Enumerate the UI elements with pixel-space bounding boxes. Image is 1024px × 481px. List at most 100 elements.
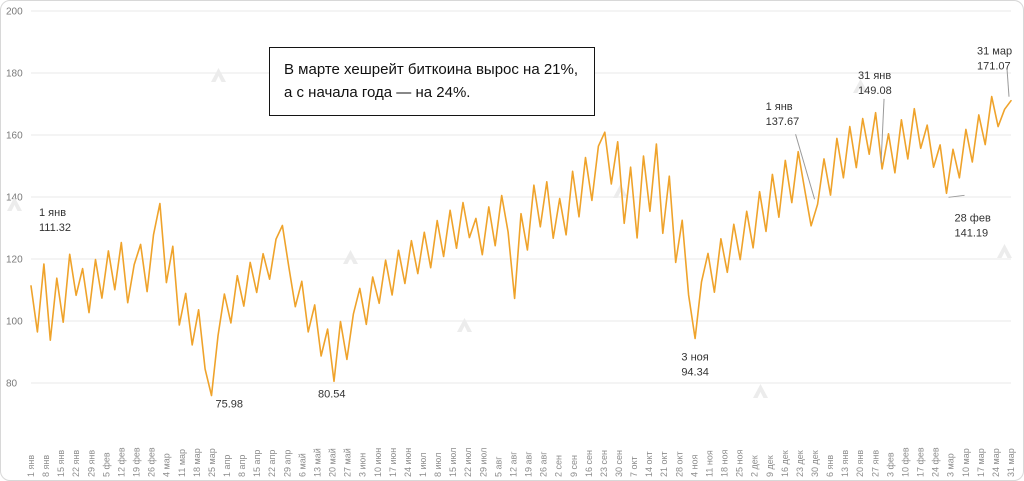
x-axis-tick-label: 1 янв <box>26 455 36 477</box>
x-axis-tick-label: 27 янв <box>870 450 880 477</box>
annotation-box: В марте хешрейт биткоина вырос на 21%, а… <box>269 47 595 116</box>
annotation-leader-line <box>1006 68 1010 97</box>
y-axis-tick-label: 180 <box>6 69 23 80</box>
x-axis-tick-label: 21 окт <box>659 451 669 477</box>
annotation-value-label: 111.32 <box>39 222 71 234</box>
annotation-leader-line <box>795 134 816 200</box>
x-axis-tick-label: 20 май <box>328 448 338 477</box>
x-axis-tick-label: 26 авг <box>539 451 549 477</box>
x-axis-tick-label: 3 фев <box>885 452 895 477</box>
annotation-date-label: 1 янв <box>39 207 66 219</box>
x-axis-tick-label: 15 апр <box>252 450 262 477</box>
x-axis-tick-label: 12 авг <box>508 451 518 477</box>
x-axis-tick-label: 29 апр <box>282 450 292 477</box>
x-axis-tick-label: 2 дек <box>750 455 760 477</box>
annotation-value-label: 75.98 <box>216 398 244 410</box>
annotation-date-label: 1 янв <box>766 101 793 113</box>
x-axis-tick-label: 27 май <box>343 448 353 477</box>
x-axis-tick-label: 23 дек <box>795 450 805 477</box>
x-axis-tick-label: 4 мар <box>162 453 172 477</box>
annotation-value-label: 149.08 <box>858 85 892 97</box>
y-axis-tick-label: 200 <box>6 7 23 18</box>
x-axis-tick-label: 11 ноя <box>704 450 714 477</box>
x-axis-tick-label: 24 мар <box>991 448 1001 477</box>
annotation-value-label: 141.19 <box>955 227 989 239</box>
annotation-leader-line <box>948 194 965 198</box>
x-axis-tick-label: 16 сен <box>584 450 594 477</box>
x-axis-tick-label: 17 июн <box>388 448 398 477</box>
x-axis-tick-label: 8 апр <box>237 455 247 477</box>
x-axis-tick-label: 9 сен <box>569 455 579 477</box>
y-axis-tick-label: 120 <box>6 255 23 266</box>
x-axis-tick-label: 1 июл <box>418 453 428 477</box>
annotation-text: В марте хешрейт биткоина вырос на 21%, а… <box>284 61 579 101</box>
watermark-logo-icon <box>753 384 768 398</box>
x-axis-tick-label: 31 мар <box>1006 448 1016 477</box>
watermark-logo-icon <box>211 68 226 82</box>
annotation-date-label: 31 мар <box>977 46 1012 58</box>
x-axis-tick-label: 19 фев <box>132 447 142 477</box>
x-axis-tick-label: 6 май <box>297 453 307 477</box>
x-axis-tick-label: 25 ноя <box>735 450 745 477</box>
x-axis-tick-label: 8 июл <box>433 453 443 477</box>
annotation-value-label: 171.07 <box>977 61 1011 73</box>
x-axis-tick-label: 10 мар <box>961 448 971 477</box>
annotation-value-label: 80.54 <box>318 388 346 400</box>
x-axis-tick-label: 13 май <box>312 448 322 477</box>
annotation-value-label: 137.67 <box>766 116 800 128</box>
x-axis-tick-label: 15 июл <box>448 448 458 477</box>
x-axis-tick-label: 16 дек <box>780 450 790 477</box>
x-axis-tick-label: 6 янв <box>825 455 835 477</box>
x-axis-tick-label: 15 янв <box>56 450 66 477</box>
x-axis-tick-label: 23 сен <box>599 450 609 477</box>
x-axis-tick-label: 18 мар <box>192 448 202 477</box>
x-axis-tick-label: 17 мар <box>976 448 986 477</box>
x-axis-tick-label: 7 окт <box>629 456 639 477</box>
y-axis-tick-label: 80 <box>6 379 18 390</box>
x-axis-tick-label: 29 янв <box>86 450 96 477</box>
y-axis-tick-label: 100 <box>6 317 23 328</box>
x-axis-tick-label: 17 фев <box>916 447 926 477</box>
x-axis-tick-label: 12 фев <box>116 447 126 477</box>
hashrate-series-line <box>30 95 1012 397</box>
x-axis-tick-label: 29 июл <box>478 448 488 477</box>
x-axis-tick-label: 22 июл <box>463 448 473 477</box>
x-axis-tick-label: 9 дек <box>765 455 775 477</box>
x-axis-tick-label: 24 фев <box>931 447 941 477</box>
x-axis-tick-label: 11 мар <box>177 449 187 477</box>
x-axis-tick-label: 3 мар <box>946 453 956 477</box>
x-axis-tick-label: 5 авг <box>493 456 503 477</box>
x-axis-tick-label: 22 апр <box>267 450 277 477</box>
x-axis-tick-label: 30 сен <box>614 450 624 477</box>
annotation-date-label: 31 янв <box>858 70 891 82</box>
x-axis-tick-label: 8 янв <box>41 455 51 477</box>
x-axis-tick-label: 2 сен <box>554 455 564 477</box>
x-axis-tick-label: 28 окт <box>674 451 684 477</box>
x-axis-tick-label: 25 мар <box>207 448 217 477</box>
x-axis-tick-label: 3 июн <box>358 453 368 477</box>
x-axis-tick-label: 10 июн <box>373 448 383 477</box>
annotation-date-label: 3 ноя <box>681 352 708 364</box>
x-axis-tick-label: 4 ноя <box>689 455 699 477</box>
watermark-logo-icon <box>7 197 22 211</box>
x-axis-tick-label: 10 фев <box>900 447 910 477</box>
x-axis-tick-label: 14 окт <box>644 451 654 477</box>
x-axis-tick-label: 19 авг <box>524 451 534 477</box>
watermark-logo-icon <box>343 250 358 264</box>
watermark-logo-icon <box>853 79 868 93</box>
x-axis-tick-label: 13 янв <box>840 450 850 477</box>
y-axis-tick-label: 160 <box>6 131 23 142</box>
x-axis-tick-label: 22 янв <box>71 450 81 477</box>
x-axis-tick-label: 18 ноя <box>720 450 730 477</box>
watermark-logo-icon <box>997 244 1012 258</box>
annotation-value-label: 94.34 <box>681 367 709 379</box>
watermark-logo-icon <box>457 318 472 332</box>
annotation-date-label: 28 фев <box>955 212 991 224</box>
x-axis-tick-label: 5 фев <box>101 452 111 477</box>
watermark-logo-icon <box>613 184 628 198</box>
x-axis-tick-label: 30 дек <box>810 450 820 477</box>
x-axis-tick-label: 20 янв <box>855 450 865 477</box>
x-axis-tick-label: 24 июн <box>403 448 413 477</box>
